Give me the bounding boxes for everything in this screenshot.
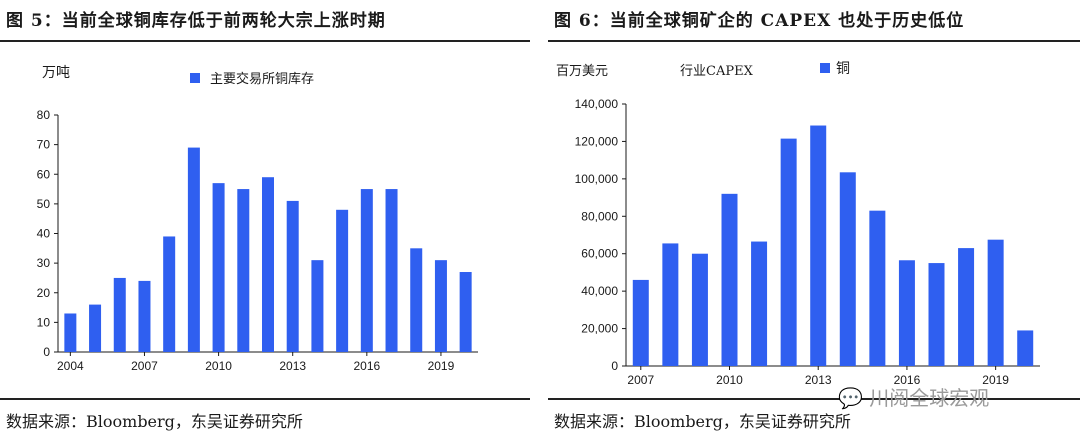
bar-2015: [869, 210, 886, 366]
y-tick-label: 30: [37, 256, 51, 270]
x-tick-label: 2007: [627, 373, 654, 387]
y-tick-label: 40: [37, 227, 51, 241]
y-axis-unit: 万吨: [42, 65, 70, 81]
bar-2019: [987, 239, 1004, 366]
bar-2009: [691, 253, 708, 366]
title-divider: [0, 40, 530, 42]
wechat-watermark: 💬 川阅全球宏观: [838, 382, 989, 411]
bar-2013: [810, 125, 827, 367]
y-tick-label: 0: [611, 359, 618, 373]
bar-2007: [138, 280, 151, 352]
bar-2009: [187, 147, 200, 352]
inventory-bar-chart: 0 10 20 30 40 50 60 70 80 2004 2007 2010 2013 2016 201…: [37, 108, 478, 373]
y-tick-label: 50: [37, 197, 51, 211]
bar-2005: [89, 304, 102, 352]
bar-2008: [163, 236, 176, 352]
bar-2010: [212, 183, 225, 352]
bar-2017: [385, 189, 398, 352]
x-tick-label: 2019: [428, 359, 455, 373]
x-tick-label: 2013: [805, 373, 832, 387]
figure-6-title: 图 6：当前全球铜矿企的 CAPEX 也处于历史低位: [554, 11, 965, 31]
bar-2018: [410, 248, 423, 352]
watermark-text: 川阅全球宏观: [869, 386, 990, 410]
legend-swatch: [820, 63, 830, 73]
legend-swatch: [190, 72, 200, 83]
bar-2020: [1017, 330, 1034, 366]
y-tick-label: 10: [37, 315, 51, 329]
source-divider: [548, 398, 1080, 400]
bar-2020: [459, 272, 472, 352]
x-tick-label: 2016: [894, 373, 921, 387]
bar-2011: [751, 241, 768, 366]
bar-2012: [780, 138, 797, 366]
y-tick-label: 20,000: [581, 322, 618, 336]
figure-5-panel: 图 5：当前全球铜库存低于前两轮大宗上涨时期 万吨 主要交易所铜库存 0 10 20…: [0, 0, 530, 444]
x-tick-label: 2013: [279, 359, 306, 373]
bar-2015: [336, 209, 349, 352]
x-tick-label: 2010: [205, 359, 232, 373]
bar-2014: [311, 260, 324, 352]
x-tick-label: 2007: [131, 359, 158, 373]
bar-2011: [237, 189, 250, 352]
legend: 主要交易所铜库存: [190, 68, 314, 87]
bar-2019: [434, 260, 447, 352]
y-tick-label: 120,000: [575, 134, 619, 148]
figure-6-source: 数据来源：Bloomberg，东吴证券研究所: [554, 412, 851, 431]
x-tick-label: 2004: [57, 359, 84, 373]
bar-2014: [839, 172, 856, 366]
y-tick-label: 140,000: [575, 97, 619, 111]
y-tick-label: 80: [37, 108, 51, 122]
y-axis-unit: 百万美元: [556, 64, 609, 79]
figure-5-source: 数据来源：Bloomberg，东吴证券研究所: [6, 412, 303, 431]
y-tick-label: 20: [37, 286, 51, 300]
legend-label: 铜: [836, 61, 850, 77]
bar-2013: [286, 200, 299, 352]
legend-label: 主要交易所铜库存: [210, 72, 315, 87]
x-tick-label: 2019: [982, 373, 1009, 387]
bar-2007: [632, 279, 649, 366]
chat-bubble-icon: 💬: [838, 386, 863, 410]
bar-2017: [928, 263, 945, 366]
bar-2018: [958, 248, 975, 366]
x-tick-label: 2016: [353, 359, 380, 373]
y-tick-label: 60: [37, 167, 51, 181]
capex-bar-chart: 0 20,000 40,000 60,000 80,000 100,000 120,000 1…: [575, 97, 1040, 387]
series-label: 行业CAPEX: [680, 64, 753, 79]
source-divider: [0, 398, 530, 400]
legend: 铜: [820, 58, 850, 78]
figure-6-panel: 图 6：当前全球铜矿企的 CAPEX 也处于历史低位 百万美元 行业CAPEX …: [548, 0, 1080, 444]
x-tick-label: 2010: [716, 373, 743, 387]
y-tick-label: 100,000: [575, 172, 619, 186]
bar-2016: [898, 260, 915, 366]
bar-2016: [360, 189, 373, 352]
y-tick-label: 70: [37, 138, 51, 152]
bar-2006: [113, 277, 126, 352]
figure-5-title: 图 5：当前全球铜库存低于前两轮大宗上涨时期: [6, 11, 386, 31]
bar-2012: [262, 177, 274, 352]
y-tick-label: 0: [43, 345, 50, 359]
bar-2004: [64, 313, 77, 352]
bar-2008: [662, 243, 679, 366]
y-tick-label: 40,000: [581, 284, 618, 298]
y-tick-label: 80,000: [581, 209, 618, 223]
y-tick-label: 60,000: [581, 247, 618, 261]
bar-2010: [721, 193, 738, 366]
title-divider: [548, 40, 1080, 42]
